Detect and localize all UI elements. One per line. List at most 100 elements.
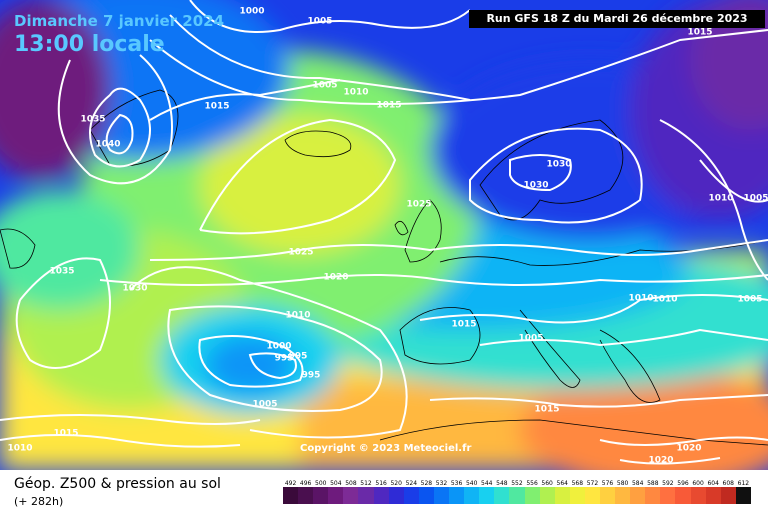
legend-swatch [373,487,389,504]
legend-swatch [358,487,374,504]
legend-swatch [298,487,314,504]
isobar-label: 1030 [546,160,571,170]
isobar-label: 1035 [80,115,105,125]
isobar-label: 1015 [204,102,229,112]
legend-label: 584 [631,480,644,487]
legend-label: 588 [647,480,659,487]
legend-label: 580 [616,480,629,487]
legend-label: 612 [737,480,750,487]
legend-label: 532 [435,480,448,487]
legend-swatch [403,487,419,504]
legend-label: 548 [496,480,508,487]
legend-color-bar [283,487,751,504]
legend-swatch [328,487,344,504]
legend-label: 608 [722,480,734,487]
legend-swatch [615,487,631,504]
legend-label: 552 [511,480,523,487]
legend-label: 504 [330,480,342,487]
color-legend: 492 496 500 504 508 512 516 520 524 528 532 536 540 5… [283,480,751,504]
legend-label: 508 [345,480,357,487]
legend-swatch [690,487,706,504]
isobar-label: 1005 [737,295,762,305]
isobar-label: 1020 [323,273,348,283]
legend-swatch [388,487,404,504]
legend-swatch [735,487,751,504]
forecast-date: Dimanche 7 janvier 2024 [14,12,225,30]
legend-label: 560 [541,480,553,487]
isobar-labels: 1000 1005 1015 1005 1010 1015 1015 1035 1040 1030… [7,7,768,466]
legend-swatch [705,487,721,504]
forecast-local-time: 13:00 locale [14,32,165,57]
isobar-label: 1025 [288,248,313,258]
legend-swatch [599,487,616,504]
legend-label: 576 [601,480,614,487]
isobar-label: 1040 [95,140,120,150]
legend-swatch [569,487,585,504]
legend-label: 524 [405,480,418,487]
isobar-label: 1035 [49,267,74,277]
legend-label: 500 [315,480,327,487]
isobar-label: 1030 [122,284,147,294]
legend-label: 496 [299,480,312,487]
legend-label: 596 [677,480,689,487]
isobar-label: 1025 [406,200,431,210]
legend-label: 492 [284,480,297,487]
isobar-label: 1015 [376,101,401,111]
legend-label: 568 [571,480,584,487]
legend-label: 520 [390,480,402,487]
legend-swatch [418,487,434,504]
forecast-lead-time: (+ 282h) [14,495,64,508]
legend-swatch [479,487,495,504]
legend-swatch [343,487,359,504]
isobar-label: 1015 [53,429,78,439]
isobar-label: 1015 [451,320,476,330]
legend-label: 544 [481,480,493,487]
isobar-label: 1000 [266,342,291,352]
isobar-label: 1005 [312,81,337,91]
legend-label: 592 [662,480,674,487]
legend-swatch [509,487,525,504]
isobar-label: 1005 [307,17,332,27]
copyright-text: Copyright © 2023 Meteociel.fr [300,443,472,454]
legend-swatch [720,487,736,504]
geopotential-color-field [0,0,768,470]
map-footer: Géop. Z500 & pression au sol (+ 282h) 49… [0,470,768,512]
isobar-label: 1010 [652,295,677,305]
isobar-label: 1010 [708,194,733,204]
isobar-label: 1020 [676,444,701,454]
legend-label: 528 [420,480,433,487]
isobar-label: 1020 [648,456,673,466]
legend-swatch [630,487,646,504]
legend-labels: 492 496 500 504 508 512 516 520 524 528 532 536 540 5… [283,480,751,487]
isobar-label: 995 [302,371,321,381]
isobar-label: 1005 [518,334,543,344]
legend-label: 512 [360,480,372,487]
isobar-label: 1005 [252,400,277,410]
legend-swatch [313,487,329,504]
isobar-label: 1030 [523,181,548,191]
legend-label: 604 [707,480,719,487]
isobar-label: 1010 [628,294,653,304]
legend-swatch [675,487,691,504]
isobar-label: 1005 [743,194,768,204]
legend-swatch [464,487,480,504]
legend-label: 600 [692,480,704,487]
legend-label: 572 [586,480,599,487]
legend-swatch [449,487,465,504]
isobar-label: 1015 [687,28,712,38]
isobar-label: 1015 [534,405,559,415]
isobar-label: 1000 [239,7,264,17]
legend-swatch [283,487,299,504]
legend-label: 536 [450,480,463,487]
legend-swatch [554,487,570,504]
legend-label: 516 [375,480,387,487]
isobar-label: 995 [289,352,308,362]
isobar-label: 1010 [7,444,32,454]
legend-swatch [524,487,540,504]
z500-map: 1000 1005 1015 1005 1010 1015 1015 1035 1040 1030… [0,0,768,470]
isobar-label: 1010 [285,311,310,321]
legend-swatch [433,487,450,504]
legend-label: 540 [465,480,478,487]
legend-swatch [494,487,510,504]
isobar-label: 995 [275,354,294,364]
